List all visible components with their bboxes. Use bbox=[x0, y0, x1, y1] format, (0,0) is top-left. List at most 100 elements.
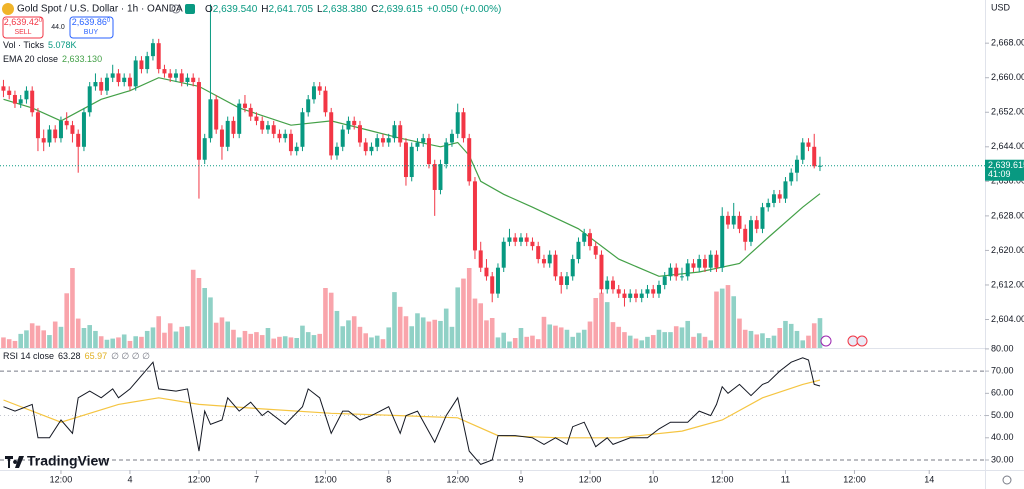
candle-body bbox=[225, 120, 230, 147]
candle-body bbox=[254, 116, 259, 121]
volume-bar bbox=[58, 326, 64, 348]
volume-bar bbox=[392, 292, 397, 348]
buy-box[interactable] bbox=[69, 16, 114, 39]
buy-button[interactable]: 2,639.860 BUY bbox=[69, 16, 114, 39]
sell-box[interactable] bbox=[2, 16, 44, 39]
candle-body bbox=[392, 125, 397, 139]
candle-body bbox=[524, 237, 529, 242]
volume-bar bbox=[288, 337, 294, 348]
volume-bar bbox=[466, 268, 472, 348]
ema-legend: EMA 20 close 2,633.130 bbox=[3, 54, 102, 64]
volume-bar bbox=[518, 328, 524, 348]
y-tick-label: 2,612.000 bbox=[991, 279, 1024, 289]
last-price-tag bbox=[985, 159, 1024, 181]
legend-name: EMA 20 close bbox=[3, 54, 58, 64]
volume-bar bbox=[788, 323, 794, 348]
volume-bar bbox=[41, 330, 47, 348]
candle-body bbox=[662, 276, 667, 285]
volume-bar bbox=[242, 330, 248, 348]
candle-body bbox=[53, 129, 58, 139]
buy-price-main: 2,639.86 bbox=[72, 17, 107, 27]
flag-icon[interactable] bbox=[856, 335, 868, 347]
volume-bar bbox=[190, 269, 196, 348]
logo-mark bbox=[5, 456, 24, 468]
settings-icon[interactable] bbox=[1002, 475, 1012, 485]
candle-body bbox=[582, 233, 587, 242]
y-tick-label: 2,628.000 bbox=[991, 210, 1024, 220]
volume-bar bbox=[409, 326, 415, 348]
volume-bar bbox=[139, 336, 144, 348]
sell-button[interactable]: 2,639.420 SELL bbox=[2, 16, 44, 39]
x-tick-label: 12:00 bbox=[579, 474, 602, 484]
y-tick-label: 60.00 bbox=[991, 388, 1014, 398]
volume-bar bbox=[397, 306, 403, 348]
rsi-legend: RSI 14 close 63.28 65.97 ∅ ∅ ∅ ∅ bbox=[3, 351, 150, 361]
candle-body bbox=[277, 133, 282, 139]
volume-bar bbox=[277, 336, 282, 348]
sell-price-main: 2,639.42 bbox=[4, 17, 39, 27]
volume-bar bbox=[443, 308, 449, 348]
candle-body bbox=[110, 73, 115, 78]
y-tick-label: 70.00 bbox=[991, 365, 1014, 375]
volume-bar bbox=[742, 329, 748, 348]
candle-body bbox=[714, 254, 719, 268]
candle-body bbox=[93, 82, 98, 87]
candle-body bbox=[725, 215, 730, 225]
volume-bar bbox=[432, 319, 438, 348]
eye-icon[interactable] bbox=[171, 4, 181, 14]
last-price-label: 2,639.615 bbox=[988, 160, 1024, 170]
x-tick-label: 12:00 bbox=[314, 474, 337, 484]
volume-bar bbox=[449, 326, 455, 348]
legend-name: Vol · Ticks bbox=[3, 40, 45, 50]
y-tick-label: 2,660.000 bbox=[991, 72, 1024, 82]
candle-body bbox=[265, 125, 270, 130]
candle-body bbox=[323, 90, 328, 113]
volume-bar bbox=[271, 338, 277, 348]
candle-body bbox=[472, 181, 477, 251]
volume-bar bbox=[673, 326, 679, 348]
candle-body bbox=[231, 120, 236, 134]
ohlc-value: 2,639.615 bbox=[378, 4, 423, 15]
buy-price: 2,639.860 bbox=[72, 17, 111, 27]
ohlc-value: 2,638.380 bbox=[323, 4, 368, 15]
series-line bbox=[3, 379, 821, 439]
volume-bar bbox=[18, 333, 24, 348]
candle-body bbox=[737, 215, 742, 229]
candle-body bbox=[271, 125, 276, 134]
candle-body bbox=[363, 142, 368, 152]
volume-bar bbox=[179, 326, 185, 348]
volume-bar bbox=[144, 330, 150, 348]
candle-body bbox=[334, 146, 339, 156]
symbol-title: Gold Spot / U.S. Dollar · 1h · OANDA bbox=[17, 4, 183, 15]
volume-bar bbox=[604, 302, 610, 348]
candle-body bbox=[219, 129, 224, 147]
volume-bar bbox=[662, 332, 668, 348]
series-line bbox=[3, 357, 821, 465]
ohlc-change: +0.050 (+0.00%) bbox=[427, 4, 502, 15]
candle-body bbox=[656, 284, 661, 294]
volume-bar bbox=[696, 333, 702, 348]
volume-bar bbox=[219, 317, 225, 348]
volume-bar bbox=[777, 328, 783, 348]
status-icon[interactable] bbox=[185, 4, 195, 14]
candle-body bbox=[651, 289, 656, 294]
volume-bar bbox=[817, 318, 823, 348]
candle-body bbox=[398, 125, 403, 143]
ohlc-label: C bbox=[371, 4, 378, 15]
candle-body bbox=[702, 259, 707, 268]
volume-bar bbox=[472, 298, 478, 348]
volume-bar bbox=[478, 303, 484, 348]
candle-body bbox=[547, 254, 552, 264]
candle-body bbox=[467, 138, 472, 182]
event-icon[interactable] bbox=[820, 335, 832, 347]
candle-body bbox=[421, 138, 426, 143]
volume-bar bbox=[679, 327, 685, 348]
volume-bar bbox=[87, 325, 93, 348]
candle-body bbox=[484, 267, 489, 277]
volume-bar bbox=[104, 339, 110, 348]
volume-bar bbox=[627, 335, 633, 348]
ohlc-value: 2,641.705 bbox=[269, 4, 314, 15]
volume-bar bbox=[351, 316, 357, 348]
x-tick-label: 14 bbox=[924, 474, 934, 484]
